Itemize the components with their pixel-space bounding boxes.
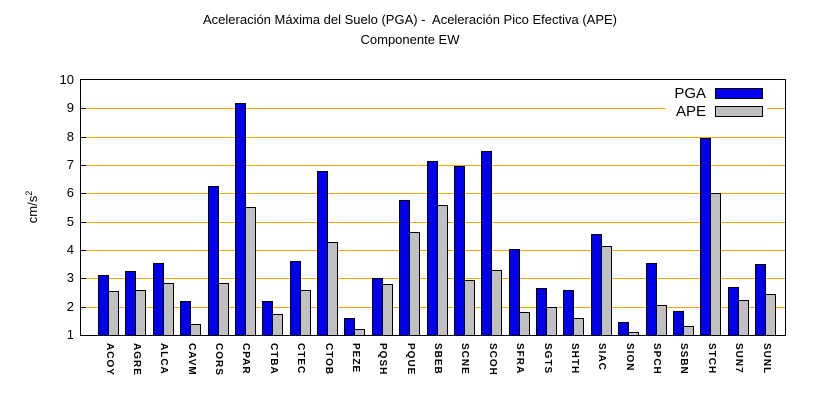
- bar-pga-SCOH: [481, 151, 492, 335]
- y-tick-3: [81, 278, 86, 280]
- x-tick-label-PQUE: PQUE: [405, 343, 416, 376]
- y-tick-label-5: 5: [66, 213, 74, 229]
- legend-swatch-pga: [715, 87, 763, 99]
- x-tick-label-SFRA: SFRA: [514, 343, 525, 375]
- x-tick-label-SUN7: SUN7: [733, 343, 744, 374]
- gridline-8: [81, 136, 785, 138]
- bar-pga-SPCH: [646, 263, 657, 335]
- x-tick-label-CAVM: CAVM: [186, 343, 197, 376]
- y-tick-label-9: 9: [66, 100, 74, 116]
- x-tick-label-SIAC: SIAC: [596, 343, 607, 371]
- bar-ape-CTOB: [327, 242, 338, 335]
- y-tick-8: [81, 136, 86, 138]
- bar-ape-PQUE: [409, 232, 420, 335]
- bar-ape-CTEC: [300, 290, 311, 335]
- x-tick-label-SGTS: SGTS: [542, 343, 553, 375]
- x-tick-label-AGRE: AGRE: [131, 343, 142, 376]
- y-tick-2: [81, 306, 86, 308]
- bar-pga-SION: [618, 322, 629, 335]
- x-tick-label-PQSH: PQSH: [377, 343, 388, 376]
- bar-ape-SUNL: [765, 294, 776, 335]
- bar-ape-SUN7: [738, 300, 749, 335]
- x-tick-label-SCOH: SCOH: [487, 343, 498, 376]
- bar-ape-PEZE: [354, 329, 365, 335]
- y-tick-label-2: 2: [66, 298, 74, 314]
- bar-ape-SGTS: [546, 307, 557, 335]
- x-tick-label-SBEB: SBEB: [432, 343, 443, 375]
- x-tick-label-CTOB: CTOB: [323, 343, 334, 376]
- y-tick-label-4: 4: [66, 242, 74, 257]
- bar-pga-PEZE: [344, 318, 355, 335]
- x-tick-label-ACOY: ACOY: [104, 343, 115, 376]
- bar-ape-SCOH: [491, 270, 502, 335]
- legend-item-ape: APE: [674, 102, 763, 120]
- plot-area: PGA APE: [80, 79, 786, 336]
- bar-ape-SFRA: [519, 312, 530, 335]
- x-tick-label-CTBA: CTBA: [268, 343, 279, 375]
- x-tick-label-SCNE: SCNE: [459, 343, 470, 375]
- chart-subtitle: Componente EW: [360, 32, 460, 47]
- x-tick-label-CTEC: CTEC: [295, 343, 306, 375]
- y-tick-label-6: 6: [66, 185, 74, 201]
- y-tick-label-1: 1: [66, 327, 74, 342]
- x-tick-label-SPCH: SPCH: [651, 343, 662, 375]
- bar-ape-STCH: [710, 193, 721, 335]
- bar-ape-SPCH: [656, 305, 667, 335]
- bar-pga-CAVM: [180, 301, 191, 335]
- y-tick-4: [81, 250, 86, 251]
- bar-pga-SFRA: [509, 249, 520, 335]
- gridline-9: [81, 108, 785, 110]
- legend-label-pga: PGA: [674, 84, 706, 102]
- bar-ape-ACOY: [108, 291, 119, 335]
- x-tick-label-CPAR: CPAR: [240, 343, 251, 375]
- bar-ape-SION: [628, 332, 639, 335]
- bar-pga-CORS: [208, 186, 219, 335]
- bar-pga-SHTH: [563, 290, 574, 335]
- legend: PGA APE: [666, 82, 767, 123]
- bar-ape-ALCA: [163, 283, 174, 335]
- y-tick-label-3: 3: [66, 270, 74, 286]
- x-tick-label-PEZE: PEZE: [350, 343, 361, 374]
- legend-label-ape: APE: [675, 102, 706, 120]
- x-tick-label-ALCA: ALCA: [158, 343, 169, 375]
- bar-ape-CAVM: [190, 324, 201, 335]
- bar-ape-PQSH: [382, 284, 393, 335]
- y-tick-9: [81, 108, 86, 110]
- bar-ape-SBEB: [437, 205, 448, 335]
- bar-ape-AGRE: [135, 290, 146, 335]
- bar-pga-SCNE: [454, 166, 465, 335]
- bar-ape-SCNE: [464, 280, 475, 335]
- bar-ape-SIAC: [601, 246, 612, 335]
- bar-ape-SSBN: [683, 326, 694, 335]
- x-tick-label-STCH: STCH: [706, 343, 717, 375]
- bar-ape-CPAR: [245, 207, 256, 335]
- x-tick-label-SSBN: SSBN: [678, 343, 689, 375]
- y-tick-label-7: 7: [66, 157, 74, 172]
- y-tick-label-10: 10: [59, 72, 74, 87]
- y-tick-6: [81, 193, 86, 195]
- bar-ape-CORS: [218, 283, 229, 335]
- y-tick-7: [81, 165, 86, 166]
- bar-ape-SHTH: [573, 318, 584, 335]
- x-tick-label-CORS: CORS: [213, 343, 224, 376]
- y-tick-5: [81, 221, 86, 223]
- legend-swatch-ape: [715, 105, 763, 117]
- x-tick-label-SION: SION: [624, 343, 635, 372]
- bar-ape-CTBA: [272, 314, 283, 335]
- legend-item-pga: PGA: [674, 84, 763, 102]
- x-tick-label-SHTH: SHTH: [569, 343, 580, 375]
- y-tick-label-8: 8: [66, 128, 74, 144]
- x-tick-label-SUNL: SUNL: [761, 343, 772, 375]
- chart-title: Aceleración Máxima del Suelo (PGA) - Ace…: [202, 12, 617, 27]
- bar-pga-SSBN: [673, 311, 684, 335]
